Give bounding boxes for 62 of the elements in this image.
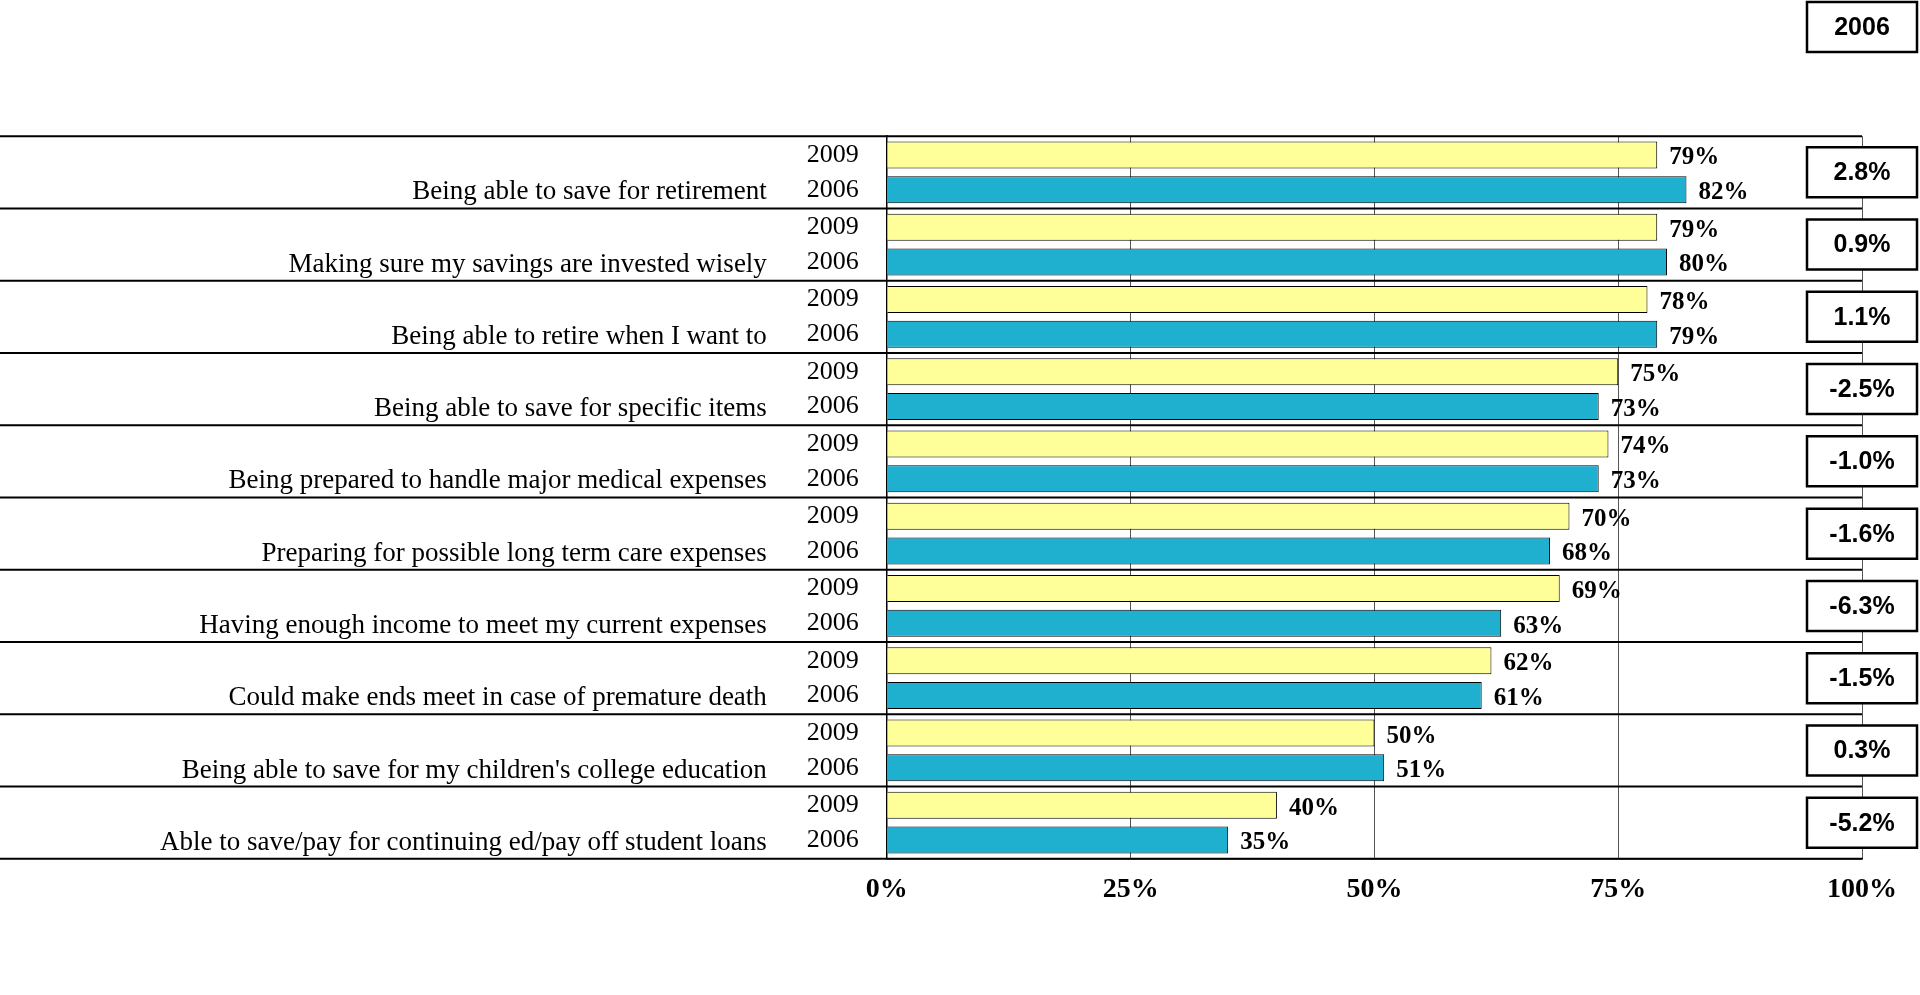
annotation: 0.3% — [1833, 735, 1891, 764]
annotation: -1.5% — [1829, 663, 1895, 692]
data-label: 50% — [1386, 720, 1437, 748]
y-tick-label: Being prepared to handle major medical expenses — [228, 464, 767, 495]
x-tick-label: 100% — [1827, 871, 1897, 903]
text: 2006 — [806, 245, 859, 275]
x-tick-label: 50% — [1346, 871, 1403, 903]
y-tick-label: Being able to save for my children's college education — [181, 753, 768, 784]
data-label: 63% — [1513, 610, 1564, 638]
data-label: 68% — [1561, 538, 1612, 566]
data-label: 78% — [1659, 286, 1710, 314]
y-tick-label: Being able to save for specific items — [373, 392, 767, 423]
series-label: 2009 — [806, 138, 859, 168]
annotation: -6.3% — [1829, 590, 1895, 619]
text: 2009 — [806, 644, 859, 674]
data-label: 74% — [1620, 431, 1671, 459]
text: 2006 — [806, 534, 859, 564]
x-tick-label: 25% — [1102, 871, 1159, 903]
data-label: 61% — [1493, 682, 1544, 710]
text: 2006 — [806, 823, 859, 853]
text: 2006 — [806, 462, 859, 492]
text: 2006 — [1834, 11, 1890, 40]
x-tick-label: 0% — [865, 871, 908, 903]
y-tick-label: Making sure my savings are invested wisely — [288, 247, 768, 278]
data-label: 62% — [1503, 648, 1554, 676]
annotation: 1.1% — [1833, 301, 1891, 330]
text: 2009 — [806, 211, 859, 241]
data-label: 75% — [1630, 359, 1681, 387]
text: 2009 — [806, 500, 859, 530]
y-tick-label: Could make ends meet in case of premature death — [228, 681, 768, 712]
annotation: 0.9% — [1833, 229, 1891, 258]
data-label: 82% — [1698, 177, 1749, 205]
text: 2006 — [806, 607, 859, 637]
y-tick-label: Being able to save for retirement — [412, 175, 768, 206]
data-label: 79% — [1669, 321, 1720, 349]
annotation: -1.6% — [1829, 518, 1895, 547]
annotation: -1.0% — [1829, 446, 1895, 475]
data-label: 79% — [1669, 214, 1720, 242]
data-label: 80% — [1678, 249, 1729, 277]
text: 2006 — [806, 390, 859, 420]
text: 2006 — [806, 751, 859, 781]
text: 2006 — [806, 318, 859, 348]
text: 2009 — [806, 427, 859, 457]
annotation: -2.5% — [1829, 374, 1895, 402]
data-label: 51% — [1396, 755, 1447, 783]
series-label: 2006 — [806, 173, 859, 203]
y-tick-label: Being able to retire when I want to — [391, 319, 767, 350]
text: 2009 — [806, 716, 859, 746]
x-tick-label: 75% — [1590, 871, 1647, 903]
y-tick-label: Preparing for possible long term care expenses — [261, 536, 767, 567]
text: 2009 — [806, 355, 859, 385]
data-label: 35% — [1240, 827, 1291, 855]
y-tick-label: Having enough income to meet my current expenses — [199, 608, 767, 639]
annotation: 2.8% — [1833, 157, 1891, 186]
data-label: 40% — [1288, 792, 1339, 820]
text: 2009 — [806, 283, 859, 313]
text: 2009 — [806, 789, 859, 819]
annotation: -5.2% — [1829, 807, 1895, 836]
data-label: 79% — [1669, 142, 1720, 170]
text: 2006 — [806, 679, 859, 709]
text: 2009 — [806, 572, 859, 602]
y-tick-label: Able to save/pay for continuing ed/pay off student loans — [159, 825, 767, 856]
